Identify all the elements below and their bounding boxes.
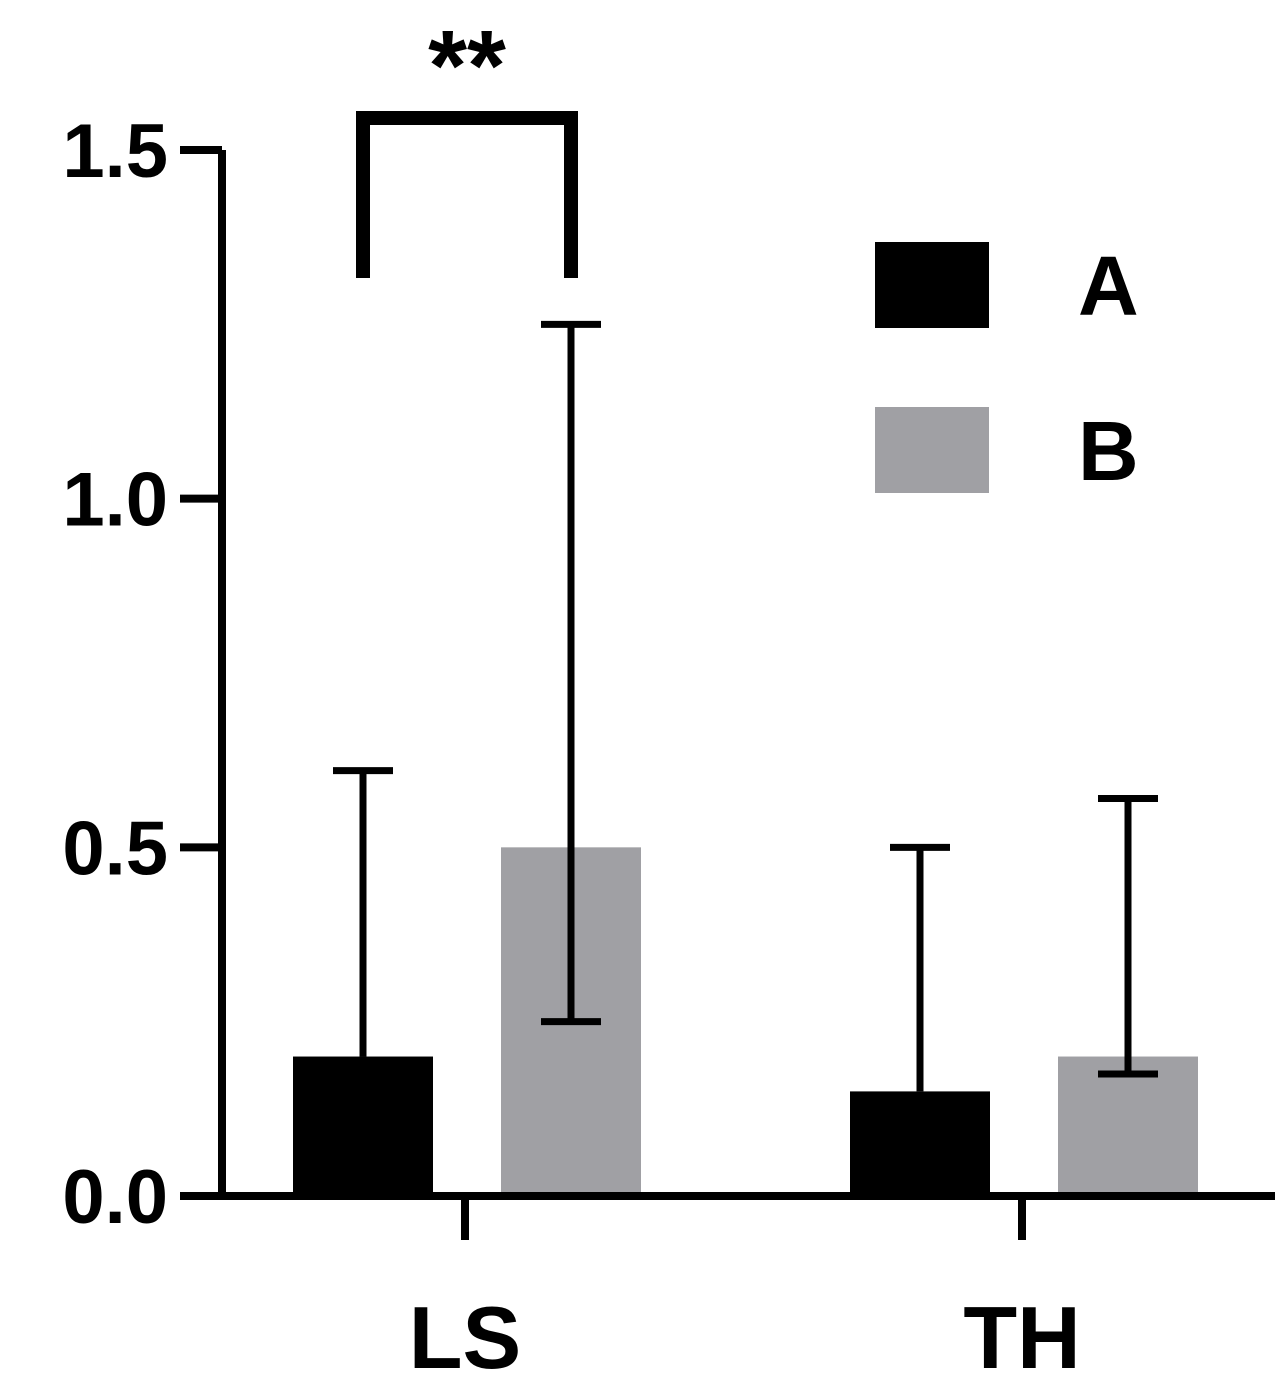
y-tick-label: 1.5 — [62, 109, 168, 194]
legend-swatch-B — [875, 407, 989, 493]
y-tick-label: 0.5 — [62, 806, 168, 891]
legend: AB — [875, 239, 1139, 498]
axes-layer — [180, 150, 1275, 1200]
y-tick-label: 0.0 — [62, 1155, 168, 1240]
significance-bracket-line — [356, 111, 578, 278]
bar-A-TH — [850, 1091, 990, 1196]
legend-label-B: B — [1078, 404, 1139, 498]
y-ticks-layer: 0.0 0.5 1.0 1.5 — [62, 109, 222, 1240]
legend-label-A: A — [1078, 239, 1139, 333]
x-tick-label: TH — [963, 1288, 1080, 1387]
significance-bracket: ** — [356, 10, 578, 278]
bar-A-LS — [293, 1056, 433, 1196]
x-ticks-layer: LS TH — [409, 1196, 1081, 1387]
y-tick-label: 1.0 — [62, 458, 168, 543]
legend-swatch-A — [875, 242, 989, 328]
bars-layer — [293, 847, 1198, 1196]
bar-B-TH — [1058, 1056, 1198, 1196]
error-bars-layer — [333, 320, 1158, 1092]
significance-label: ** — [428, 10, 506, 122]
x-tick-label: LS — [409, 1288, 521, 1387]
